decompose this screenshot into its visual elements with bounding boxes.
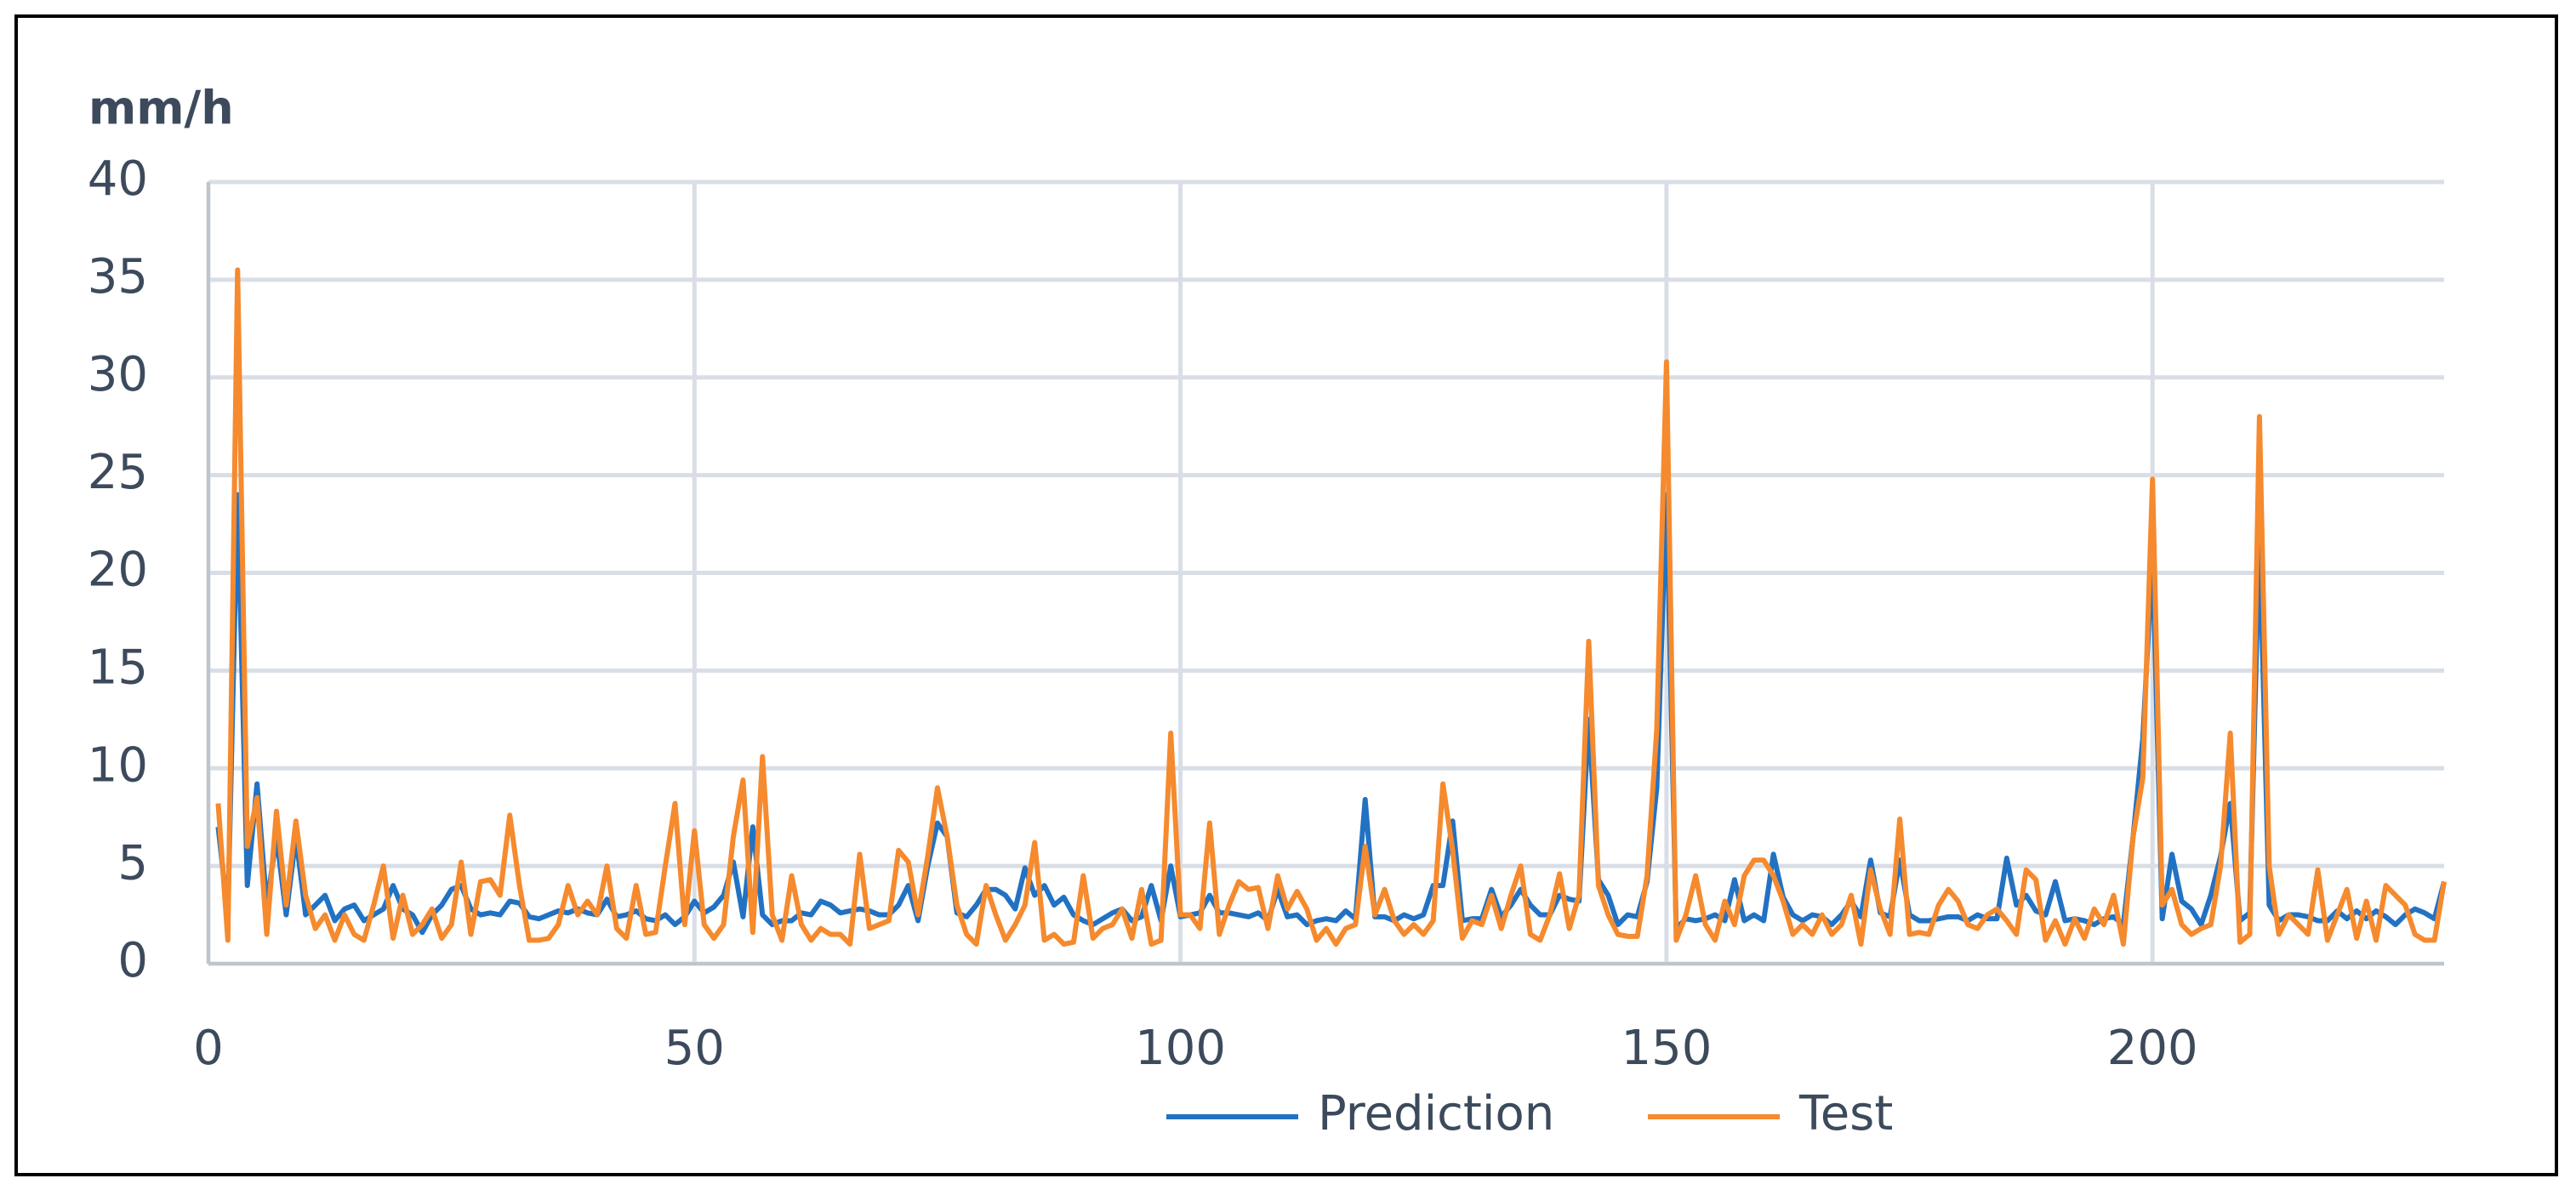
y-tick-label: 40 xyxy=(88,151,148,207)
y-tick-label: 25 xyxy=(88,445,148,500)
legend-label: Prediction xyxy=(1318,1086,1554,1141)
x-tick-label: 0 xyxy=(193,1021,224,1076)
y-tick-label: 35 xyxy=(88,249,148,305)
y-tick-label: 10 xyxy=(88,737,148,793)
y-tick-label: 30 xyxy=(88,347,148,402)
x-tick-label: 50 xyxy=(664,1021,725,1076)
y-tick-label: 20 xyxy=(88,543,148,598)
x-tick-label: 150 xyxy=(1621,1021,1712,1076)
chart-frame xyxy=(14,14,2558,1176)
data-line xyxy=(215,267,2447,948)
y-tick-label: 0 xyxy=(117,933,148,988)
x-tick-label: 100 xyxy=(1135,1021,1226,1076)
legend-label: Test xyxy=(1798,1086,1893,1141)
y-tick-label: 5 xyxy=(117,835,148,891)
x-tick-label: 200 xyxy=(2107,1021,2198,1076)
y-tick-label: 15 xyxy=(88,640,148,696)
y-axis-label: mm/h xyxy=(88,82,234,135)
